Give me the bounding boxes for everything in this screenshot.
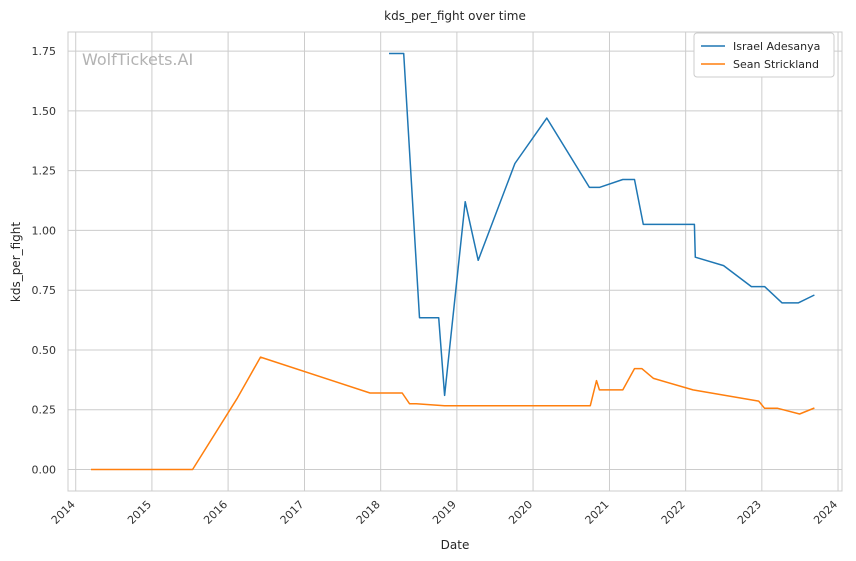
y-tick-label: 0.75 [32, 284, 57, 297]
series-line-sean-strickland [91, 356, 815, 471]
grid [68, 32, 842, 491]
legend-label-sean-strickland: Sean Strickland [733, 58, 819, 71]
y-tick-label: 0.50 [32, 344, 57, 357]
legend-label-israel-adesanya: Israel Adesanya [733, 40, 820, 53]
legend-box [693, 32, 835, 78]
y-tick-label: 1.25 [32, 165, 57, 178]
y-tick-label: 0.00 [32, 463, 57, 476]
watermark: WolfTickets.AI [82, 50, 193, 69]
y-axis: 0.00 0.25 0.50 0.75 1.00 1.25 1.50 1.75 [32, 45, 57, 476]
y-tick-label: 1.75 [32, 45, 57, 58]
plot-area [67, 31, 843, 492]
y-tick-label: 0.25 [32, 404, 57, 417]
y-tick-label: 1.50 [32, 105, 57, 118]
x-axis-title: Date [441, 538, 470, 552]
y-axis-title: kds_per_fight [9, 222, 23, 303]
legend: Israel Adesanya Sean Strickland [693, 32, 835, 78]
chart-title: kds_per_fight over time [384, 9, 526, 23]
series-layer [91, 52, 815, 471]
series-line-israel-adesanya [389, 52, 815, 397]
x-axis: 2014 2015 2016 2017 2018 2019 2020 2021 2022 2023… [49, 498, 840, 527]
y-tick-label: 1.00 [32, 224, 57, 237]
